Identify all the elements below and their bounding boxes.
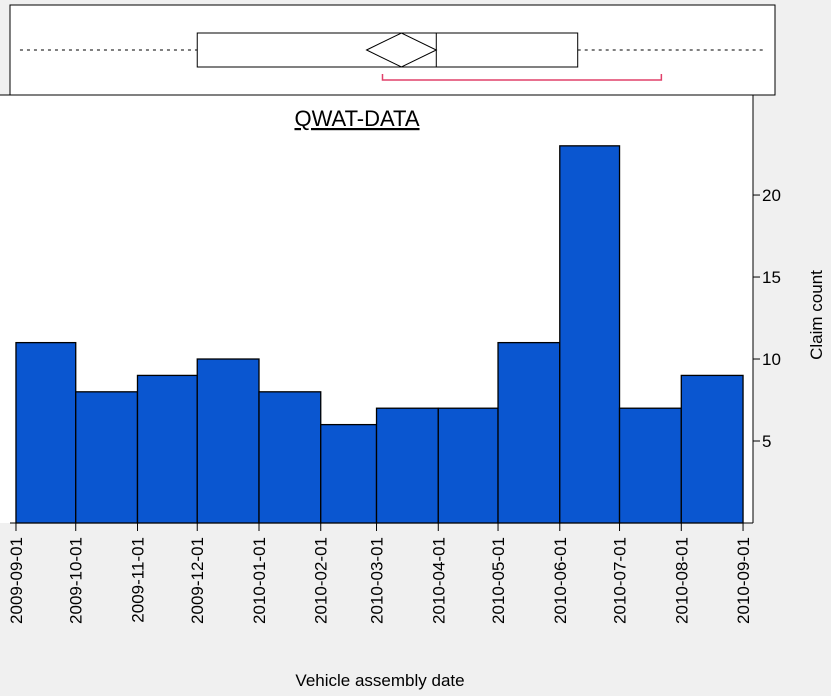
y-tick-label: 5	[762, 432, 771, 451]
chart-title: QWAT-DATA	[294, 106, 419, 131]
y-axis-label: Claim count	[807, 270, 826, 360]
bar	[15, 341, 77, 524]
mean-diamond	[365, 32, 438, 68]
bar	[75, 391, 139, 524]
bar	[258, 391, 322, 524]
x-tick-label: 2009-10-01	[67, 537, 86, 624]
bar	[136, 374, 198, 524]
x-axis-label: Vehicle assembly date	[295, 671, 464, 690]
x-tick-label: 2009-12-01	[188, 537, 207, 624]
bar	[559, 145, 621, 524]
y-tick-label: 15	[762, 268, 781, 287]
bar	[320, 423, 378, 524]
bar	[497, 341, 561, 524]
bar	[437, 407, 499, 524]
x-tick-label: 2010-06-01	[551, 537, 570, 624]
x-tick-label: 2009-09-01	[7, 537, 26, 624]
x-tick-label: 2010-02-01	[312, 537, 331, 624]
shortest-half	[381, 74, 663, 81]
bar	[196, 358, 260, 524]
x-tick-label: 2010-05-01	[489, 537, 508, 624]
y-tick-label: 20	[762, 186, 781, 205]
bar	[375, 407, 439, 524]
x-tick-label: 2009-11-01	[128, 537, 147, 623]
x-tick-label: 2010-03-01	[368, 537, 387, 624]
x-tick-label: 2010-09-01	[734, 537, 753, 624]
x-tick-label: 2010-08-01	[672, 537, 691, 624]
bar	[680, 374, 744, 524]
bar	[618, 407, 682, 524]
x-tick-label: 2010-01-01	[250, 537, 269, 624]
y-tick-label: 10	[762, 350, 781, 369]
x-tick-label: 2010-04-01	[429, 537, 448, 624]
x-tick-label: 2010-07-01	[611, 537, 630, 624]
